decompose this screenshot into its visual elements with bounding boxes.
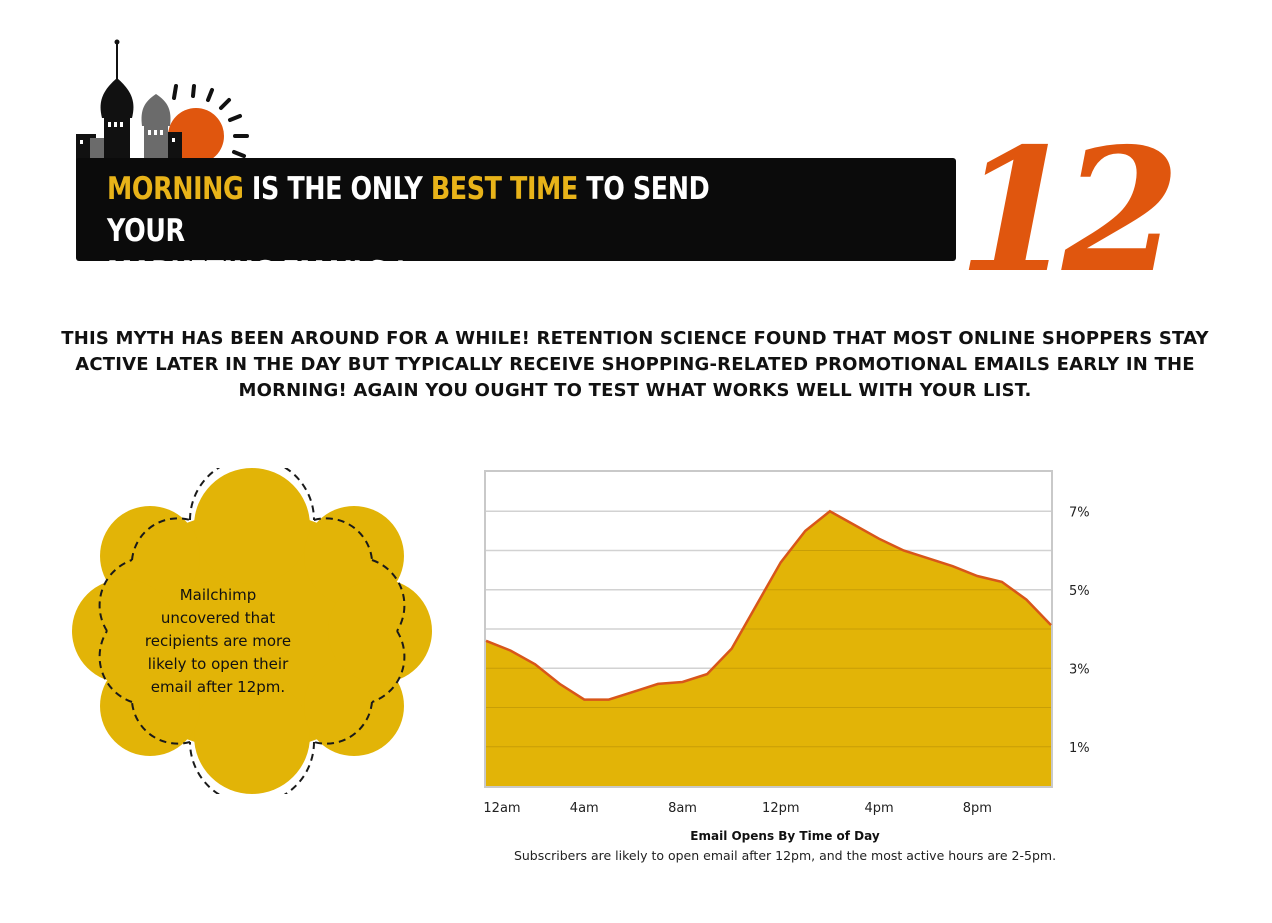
- y-tick-label: 5%: [1069, 584, 1090, 599]
- x-tick-label: 8am: [668, 801, 697, 816]
- x-tick-label: 12pm: [762, 801, 799, 816]
- callout-text: Mailchimp uncovered that recipients are …: [144, 586, 292, 696]
- email-opens-chart: 1% 3% 5% 7% 12am 4am 8am 12pm 4pm 8pm: [483, 470, 1090, 816]
- skyline-sun-illustration: [76, 39, 249, 164]
- series-line: [485, 509, 1052, 701]
- area-fill: [486, 511, 1051, 786]
- y-axis-labels: 1% 3% 5% 7%: [1069, 505, 1090, 756]
- headline-banner: [76, 158, 956, 261]
- chart-title: Email Opens By Time of Day: [690, 829, 880, 843]
- y-tick-label: 7%: [1069, 505, 1090, 520]
- section-number-text: 12: [958, 120, 1174, 300]
- headline-best-time: BEST TIME: [430, 171, 578, 207]
- x-tick-label: 4pm: [864, 801, 893, 816]
- callout-badge: [72, 468, 432, 794]
- x-tick-label: 12am: [483, 801, 520, 816]
- chart-subtitle: Subscribers are likely to open email aft…: [513, 848, 1057, 863]
- headline-part-1: IS THE ONLY: [243, 171, 431, 207]
- headline-line-2: MARKETING EMAILS !: [107, 255, 406, 291]
- x-axis-labels: 12am 4am 8am 12pm 4pm 8pm: [483, 801, 991, 816]
- x-tick-label: 8pm: [963, 801, 992, 816]
- intro-paragraph: THIS MYTH HAS BEEN AROUND FOR A WHILE! R…: [61, 328, 1209, 401]
- y-tick-label: 3%: [1069, 662, 1090, 677]
- headline: MORNING IS THE ONLY BEST TIME TO SEND YO…: [107, 168, 730, 294]
- dome-building-icon: [76, 39, 182, 164]
- headline-part-2: TO SEND YOUR: [107, 171, 710, 249]
- section-number: 12: [953, 120, 1190, 300]
- x-tick-label: 4am: [570, 801, 599, 816]
- y-tick-label: 1%: [1069, 741, 1090, 756]
- headline-morning: MORNING: [107, 171, 244, 207]
